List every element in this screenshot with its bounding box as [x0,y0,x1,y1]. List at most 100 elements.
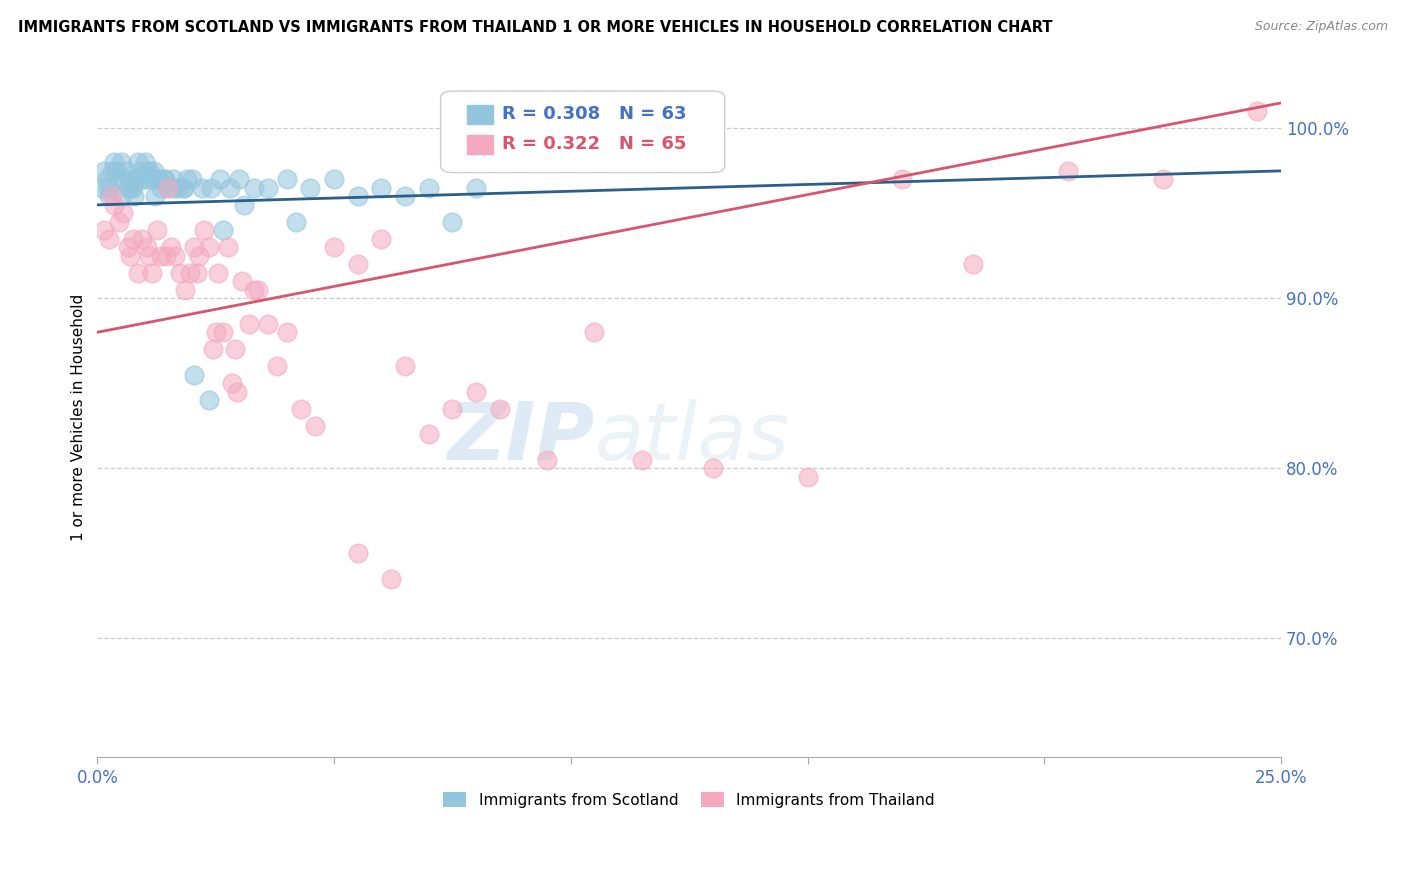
Point [112,172,135,186]
Point [256,181,278,195]
Point [304,418,326,433]
Point [163,181,186,195]
Point [290,401,312,416]
Point [247,283,270,297]
Point [96,172,118,186]
Point [98,189,121,203]
Point [891,172,914,186]
Point [441,215,464,229]
Point [962,257,984,271]
Point [242,181,264,195]
Point [285,215,308,229]
Point [441,401,464,416]
FancyBboxPatch shape [440,91,724,172]
Point [202,343,225,357]
Point [346,546,368,560]
Point [228,172,250,186]
Point [166,181,188,195]
Point [152,172,174,186]
Bar [467,135,492,153]
Point [346,189,368,203]
Point [127,155,149,169]
Point [145,223,167,237]
Point [242,283,264,297]
Y-axis label: 1 or more Vehicles in Household: 1 or more Vehicles in Household [72,293,86,541]
Point [465,384,488,399]
Point [148,172,170,186]
Point [394,189,416,203]
Point [103,198,125,212]
Point [394,359,416,374]
Point [276,172,298,186]
Legend: Immigrants from Scotland, Immigrants from Thailand: Immigrants from Scotland, Immigrants fro… [437,786,941,814]
Point [193,223,215,237]
Point [380,572,402,586]
Point [138,164,160,178]
Point [370,232,392,246]
Point [150,181,173,195]
Point [121,181,143,195]
Point [169,266,191,280]
Point [224,343,246,357]
Point [197,240,219,254]
Point [155,249,177,263]
Point [107,215,129,229]
Text: R = 0.322   N = 65: R = 0.322 N = 65 [502,135,686,153]
Point [186,266,208,280]
Point [143,164,166,178]
Point [111,189,134,203]
Point [630,452,652,467]
Point [702,461,724,475]
Point [141,266,163,280]
Point [221,376,243,391]
Point [299,181,322,195]
Point [211,223,233,237]
Point [131,232,153,246]
Point [1246,104,1268,119]
Point [136,164,159,178]
Point [1057,164,1080,178]
Point [173,181,195,195]
Text: Source: ZipAtlas.com: Source: ZipAtlas.com [1254,20,1388,33]
Point [153,172,176,186]
Point [127,266,149,280]
Point [231,274,253,288]
Point [197,393,219,408]
Point [217,240,239,254]
Point [120,249,142,263]
Point [323,240,346,254]
Point [117,240,139,254]
Point [129,164,152,178]
Point [107,172,129,186]
Point [266,359,288,374]
Point [276,325,298,339]
Point [131,172,153,186]
Point [110,155,132,169]
Point [238,317,260,331]
Point [323,172,346,186]
Point [91,181,114,195]
Point [233,198,256,212]
Point [1152,172,1174,186]
Point [124,189,146,203]
Point [120,172,142,186]
Point [188,249,211,263]
Point [174,283,197,297]
Point [465,181,488,195]
Point [124,172,146,186]
Point [157,181,180,195]
Point [98,232,121,246]
Point [136,240,159,254]
Point [536,452,558,467]
Point [418,181,440,195]
Point [488,401,510,416]
Point [183,240,205,254]
Point [100,189,122,203]
Point [105,164,128,178]
Point [204,325,226,339]
Bar [467,104,492,124]
Point [157,181,180,195]
Point [114,164,136,178]
Point [176,172,198,186]
Point [209,172,232,186]
